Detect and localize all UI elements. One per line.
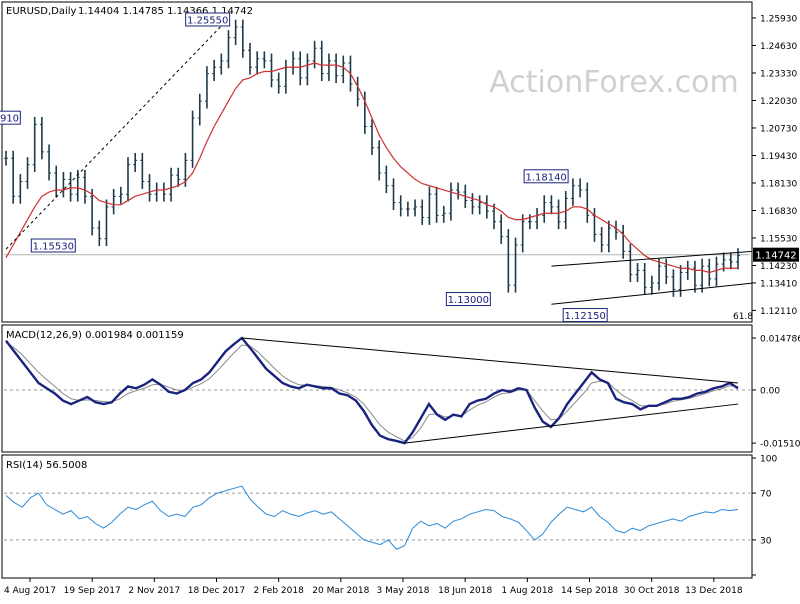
rsi-line [5, 485, 739, 550]
x-tick-label: 19 Sep 2017 [64, 586, 121, 596]
macd-trendline [404, 403, 739, 444]
rsi-title: RSI(14) 56.5008 [6, 460, 87, 471]
ohlc-values: 1.14404 1.14785 1.14366 1.14742 [78, 6, 253, 17]
rsi-plot [4, 485, 750, 550]
price-trendline [551, 250, 753, 267]
x-tick-label: 4 Aug 2017 [4, 586, 56, 596]
price-annotation-label: 1.25550 [187, 15, 228, 26]
x-tick-label: 18 Dec 2017 [188, 586, 246, 596]
macd-y-tick-label: -0.015107 [760, 440, 800, 450]
current-price-box [753, 247, 799, 262]
price-annotations: 1.25550 1.20910 1.15530 1.18140 1.13000 1.121… [0, 12, 753, 323]
price-annotation-label: 1.12150 [564, 311, 605, 322]
x-tick-label: 2 Nov 2017 [128, 586, 180, 596]
price-annotation-box [0, 110, 21, 125]
price-y-tick-label: 1.25930 [760, 14, 797, 24]
rsi-panel [1, 454, 753, 579]
macd-plot [4, 336, 750, 445]
price-y-tick-label: 1.13410 [760, 279, 797, 289]
macd-title: MACD(12,26,9) 0.001984 0.001159 [6, 330, 184, 341]
price-y-tick-label: 1.24630 [760, 42, 797, 52]
price-y-tick-label: 1.14230 [760, 262, 797, 272]
price-annotation-box [185, 12, 231, 27]
macd-y-tick-label: 0.00 [760, 387, 780, 397]
x-tick-label: 20 Mar 2018 [312, 586, 369, 596]
price-y-tick-label: 1.18130 [760, 179, 797, 189]
price-annotation-label: 1.13000 [448, 295, 489, 306]
price-y-tick-label: 1.12110 [760, 307, 797, 317]
price-y-tick-label: 1.19430 [760, 152, 797, 162]
x-tick-label: 30 Oct 2018 [624, 586, 680, 596]
rsi-y-tick-label: 30 [760, 536, 772, 546]
price-y-tick-label: 1.15530 [760, 235, 797, 245]
price-trendline [551, 282, 753, 305]
fib-level-label: 61.8 [733, 312, 753, 322]
macd-signal-line [5, 342, 739, 442]
price-y-tick-label: 1.20730 [760, 124, 797, 134]
rsi-y-tick-label: 70 [760, 490, 772, 500]
symbol-label: EURUSD,Daily [6, 6, 77, 17]
x-tick-label: 2 Feb 2018 [254, 586, 305, 596]
macd-trendline [241, 337, 739, 384]
price-trendline [5, 25, 222, 250]
price-annotation-box [523, 169, 569, 184]
x-axis: 4 Aug 2017 19 Sep 2017 2 Nov 2017 18 Dec 20… [4, 578, 743, 596]
x-tick-label: 1 Aug 2018 [501, 586, 553, 596]
price-annotation-label: 1.18140 [525, 172, 566, 183]
price-y-axis: 1.25930 1.24630 1.23330 1.22030 1.20730 1.194… [752, 14, 797, 317]
price-annotation-label: 1.15530 [33, 242, 74, 253]
price-annotation-label: 1.20910 [0, 114, 19, 125]
macd-panel [1, 324, 753, 453]
macd-y-axis: 0.014786 0.00 -0.015107 [752, 335, 800, 450]
price-panel [1, 1, 753, 323]
rsi-y-tick-label: 100 [760, 455, 777, 465]
price-y-tick-label: 1.22030 [760, 97, 797, 107]
moving-average-line [5, 62, 738, 274]
x-tick-label: 14 Sep 2018 [561, 586, 618, 596]
price-plot: 1.14742 [4, 19, 799, 305]
macd-y-tick-label: 0.014786 [760, 335, 800, 345]
x-tick-label: 13 Dec 2018 [685, 586, 743, 596]
price-annotation-box [562, 308, 608, 323]
current-price-label: 1.14742 [755, 251, 796, 262]
x-tick-label: 3 May 2018 [377, 586, 430, 596]
price-annotation-box [30, 238, 76, 253]
price-annotation-box [445, 292, 491, 307]
watermark: ActionForex.com [489, 65, 738, 100]
rsi-y-axis: 100 70 30 [752, 455, 777, 576]
price-y-tick-label: 1.23330 [760, 69, 797, 79]
price-y-tick-label: 1.16830 [760, 207, 797, 217]
x-tick-label: 18 Jun 2018 [438, 586, 492, 596]
macd-macd-line [5, 336, 739, 445]
